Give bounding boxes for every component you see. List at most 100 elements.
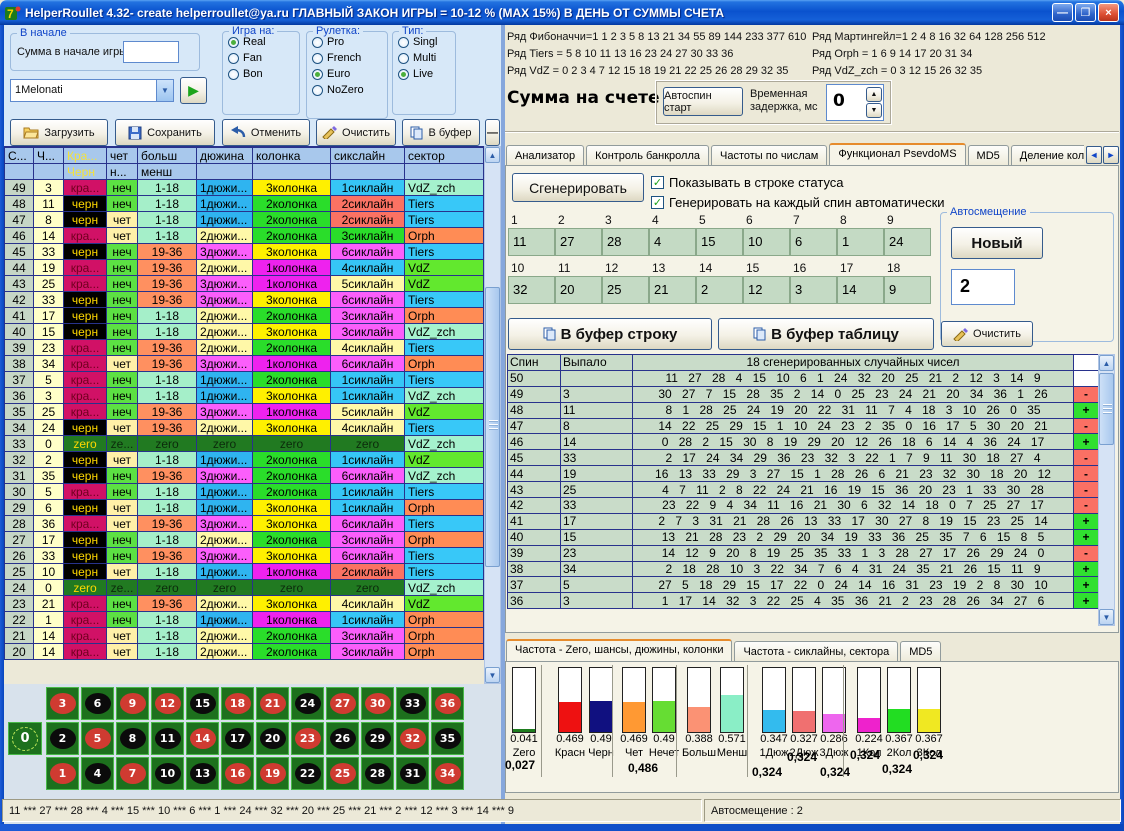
spinner-down-button[interactable]: ▼ xyxy=(866,103,882,118)
radio-option-french[interactable]: French xyxy=(312,52,387,64)
autospin-button[interactable]: Автоспин старт xyxy=(663,87,743,116)
board-number-27[interactable]: 27 xyxy=(329,693,356,714)
board-number-30[interactable]: 30 xyxy=(364,693,391,714)
board-number-1[interactable]: 1 xyxy=(49,763,76,784)
board-number-18[interactable]: 18 xyxy=(224,693,251,714)
radio-option-euro[interactable]: Euro xyxy=(312,68,387,80)
start-sum-input[interactable] xyxy=(123,41,179,63)
board-number-15[interactable]: 15 xyxy=(189,693,216,714)
spinner-up-button[interactable]: ▲ xyxy=(866,87,882,102)
save-button[interactable]: Сохранить xyxy=(115,119,215,146)
tab-6[interactable]: Деление колеса на xyxy=(1010,145,1084,166)
radio-option-real[interactable]: Real xyxy=(228,36,299,48)
board-number-20[interactable]: 20 xyxy=(259,728,286,749)
board-number-14[interactable]: 14 xyxy=(189,728,216,749)
history-cell: 1сиклайн xyxy=(330,451,405,468)
board-number-4[interactable]: 4 xyxy=(84,763,111,784)
board-number-7[interactable]: 7 xyxy=(119,763,146,784)
spin-generated-numbers: 2 17 24 34 29 36 23 32 3 22 1 7 9 11 30 … xyxy=(632,449,1074,467)
copy-buffer-button[interactable]: В буфер xyxy=(402,119,480,146)
board-number-16[interactable]: 16 xyxy=(224,763,251,784)
tab-5[interactable]: MD5 xyxy=(967,145,1009,166)
board-number-33[interactable]: 33 xyxy=(399,693,426,714)
board-number-21[interactable]: 21 xyxy=(259,693,286,714)
radio-option-multi[interactable]: Multi xyxy=(398,52,455,64)
board-number-35[interactable]: 35 xyxy=(434,728,461,749)
board-number-10[interactable]: 10 xyxy=(154,763,181,784)
scroll-up-icon[interactable]: ▲ xyxy=(1099,355,1114,371)
board-number-26[interactable]: 26 xyxy=(329,728,356,749)
tabs-scroll-left-button[interactable]: ◄ xyxy=(1086,146,1102,164)
status-line-checkbox[interactable]: ✓ Показывать в строке статуса xyxy=(651,175,844,190)
radio-option-nozero[interactable]: NoZero xyxy=(312,84,387,96)
board-number-32[interactable]: 32 xyxy=(399,728,426,749)
radio-circle-icon xyxy=(398,68,409,80)
generator-clear-button[interactable]: Очистить xyxy=(941,321,1033,347)
board-number-12[interactable]: 12 xyxy=(154,693,181,714)
clear-button[interactable]: Очистить xyxy=(316,119,396,146)
spin-generated-numbers: 2 7 3 31 21 28 26 13 33 17 30 27 8 19 15… xyxy=(632,512,1074,530)
freq-tab-3[interactable]: MD5 xyxy=(900,641,942,662)
tab-1[interactable]: Анализатор xyxy=(506,145,585,166)
tab-4[interactable]: Функционал PsevdoMS xyxy=(829,143,966,166)
maximize-button[interactable]: ❐ xyxy=(1075,3,1096,22)
radio-option-fan[interactable]: Fan xyxy=(228,52,299,64)
board-number-25[interactable]: 25 xyxy=(329,763,356,784)
radio-option-pro[interactable]: Pro xyxy=(312,36,387,48)
board-number-17[interactable]: 17 xyxy=(224,728,251,749)
collapse-button[interactable]: — xyxy=(485,119,500,146)
scroll-down-icon[interactable]: ▼ xyxy=(485,667,500,683)
board-number-9[interactable]: 9 xyxy=(119,693,146,714)
buffer-row-button[interactable]: В буфер строку xyxy=(508,318,712,350)
close-button[interactable]: × xyxy=(1098,3,1119,22)
preset-dropdown[interactable]: 1Melonati ▼ xyxy=(10,79,174,102)
generate-button[interactable]: Сгенерировать xyxy=(512,173,644,202)
dropdown-arrow-icon[interactable]: ▼ xyxy=(156,80,173,101)
board-number-11[interactable]: 11 xyxy=(154,728,181,749)
history-cell: 1дюжи... xyxy=(196,179,253,196)
board-number-8[interactable]: 8 xyxy=(119,728,146,749)
minimize-button[interactable]: — xyxy=(1052,3,1073,22)
auto-generate-checkbox[interactable]: ✓ Генерировать на каждый спин автоматиче… xyxy=(651,195,945,210)
board-cell: 21 xyxy=(256,687,289,720)
scroll-down-icon[interactable]: ▼ xyxy=(1099,609,1114,625)
history-scroll-thumb[interactable] xyxy=(485,287,500,567)
board-number-19[interactable]: 19 xyxy=(259,763,286,784)
tab-3[interactable]: Частоты по числам xyxy=(711,145,828,166)
history-row: 36 3 кра... неч 1-18 1дюжи... 3колонка 1сиклайн… xyxy=(4,387,484,404)
board-number-5[interactable]: 5 xyxy=(84,728,111,749)
delay-spinner[interactable]: 0 ▲ ▼ xyxy=(826,84,884,121)
board-number-36[interactable]: 36 xyxy=(434,693,461,714)
board-number-3[interactable]: 3 xyxy=(49,693,76,714)
tabs-scroll-right-button[interactable]: ► xyxy=(1103,146,1119,164)
history-scrollbar[interactable]: ▲ ▼ xyxy=(484,146,501,684)
tab-2[interactable]: Контроль банкролла xyxy=(586,145,710,166)
spins-scrollbar[interactable]: ▲ ▼ xyxy=(1098,354,1115,626)
scroll-up-icon[interactable]: ▲ xyxy=(485,147,500,163)
autoshift-value-field[interactable]: 2 xyxy=(951,269,1015,305)
board-number-0[interactable]: 0 xyxy=(12,726,38,751)
board-number-23[interactable]: 23 xyxy=(294,728,321,749)
spin-row: 50 11 27 28 4 15 10 6 1 24 32 20 25 21 2 … xyxy=(507,369,1098,387)
radio-option-live[interactable]: Live xyxy=(398,68,455,80)
autoshift-new-button[interactable]: Новый xyxy=(951,227,1043,259)
spins-scroll-thumb[interactable] xyxy=(1099,373,1114,445)
board-number-24[interactable]: 24 xyxy=(294,693,321,714)
buffer-table-button[interactable]: В буфер таблицу xyxy=(718,318,934,350)
board-number-28[interactable]: 28 xyxy=(364,763,391,784)
radio-option-bon[interactable]: Bon xyxy=(228,68,299,80)
board-number-2[interactable]: 2 xyxy=(49,728,76,749)
board-cell: 15 xyxy=(186,687,219,720)
start-play-button[interactable]: ▶ xyxy=(180,77,207,104)
board-number-6[interactable]: 6 xyxy=(84,693,111,714)
load-button[interactable]: Загрузить xyxy=(10,119,108,146)
freq-tab-2[interactable]: Частота - сиклайны, сектора xyxy=(734,641,899,662)
board-number-13[interactable]: 13 xyxy=(189,763,216,784)
radio-option-singl[interactable]: Singl xyxy=(398,36,455,48)
undo-button[interactable]: Отменить xyxy=(222,119,310,146)
board-number-29[interactable]: 29 xyxy=(364,728,391,749)
board-number-22[interactable]: 22 xyxy=(294,763,321,784)
freq-tab-1[interactable]: Частота - Zero, шансы, дюжины, колонки xyxy=(506,639,733,662)
board-number-31[interactable]: 31 xyxy=(399,763,426,784)
board-number-34[interactable]: 34 xyxy=(434,763,461,784)
